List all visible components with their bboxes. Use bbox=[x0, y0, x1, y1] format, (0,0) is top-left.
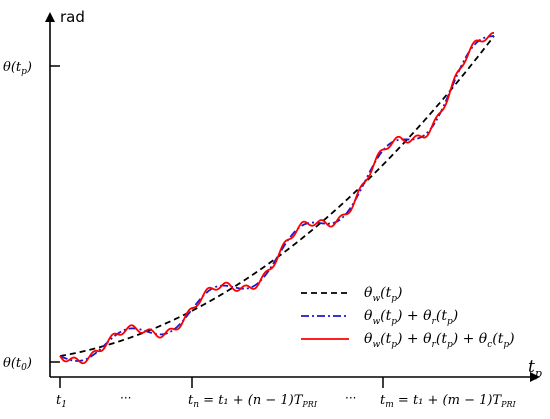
full-curve bbox=[59, 31, 495, 365]
x-ellipsis-2: ··· bbox=[345, 391, 356, 405]
legend-label-full: θw(tp) + θr(tp) + θc(tp) bbox=[364, 331, 515, 350]
legend: θw(tp) θw(tp) + θr(tp) θw(tp) + θr(tp) +… bbox=[301, 285, 515, 350]
x-tick-label-t1: t1 bbox=[56, 393, 67, 410]
y-axis-label: rad bbox=[60, 8, 85, 26]
y-tick-label-tp: θ(tp) bbox=[3, 60, 32, 77]
x-axis-label: tp bbox=[528, 357, 542, 380]
legend-label-wobble: θw(tp) + θr(tp) bbox=[364, 308, 458, 327]
x-tick-label-tm: tm = t₁ + (m − 1)TPRI bbox=[380, 393, 517, 410]
legend-label-trend: θw(tp) bbox=[364, 285, 402, 304]
y-tick-label-t0: θ(t0) bbox=[3, 356, 32, 373]
x-ellipsis-1: ··· bbox=[120, 391, 131, 405]
x-tick-label-tn: tn = t₁ + (n − 1)TPRI bbox=[188, 393, 318, 410]
